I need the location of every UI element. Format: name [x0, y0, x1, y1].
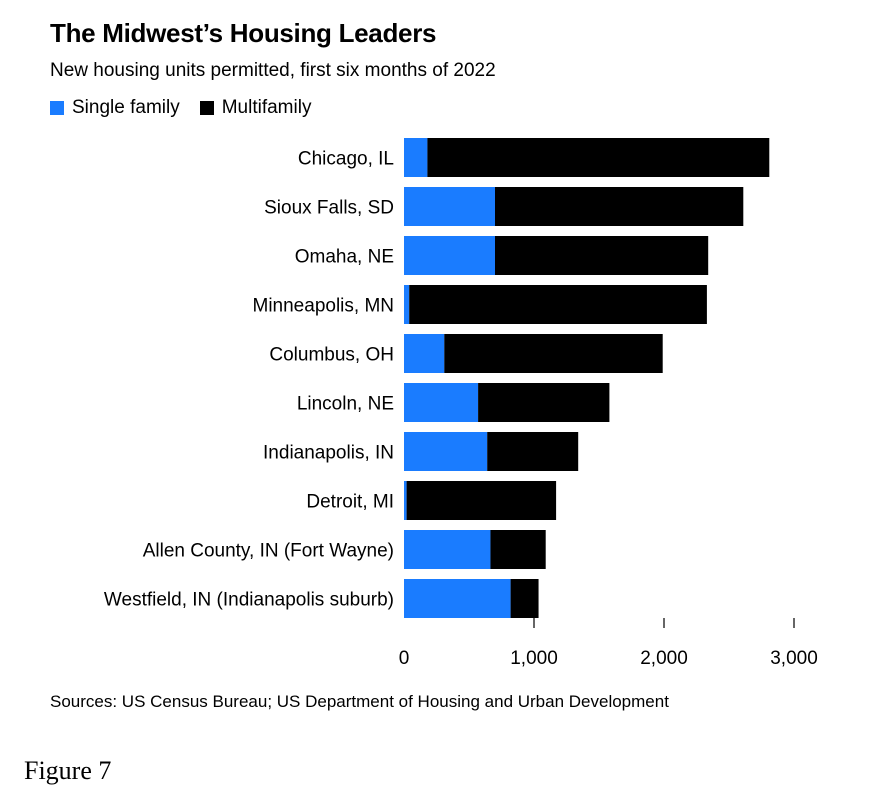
- legend-swatch-multifamily: [199, 101, 214, 115]
- bar-single-family: [404, 334, 445, 373]
- category-label: Lincoln, NE: [297, 394, 394, 415]
- bar-single-family: [404, 579, 511, 618]
- bar-multifamily: [406, 481, 557, 520]
- legend-item-single-family: Single family: [50, 97, 180, 119]
- bar-multifamily: [490, 530, 546, 569]
- x-tick-label: 3,000: [770, 648, 818, 669]
- legend-swatch-single-family: [50, 101, 64, 115]
- category-label: Omaha, NE: [295, 247, 394, 268]
- bar-single-family: [404, 383, 479, 422]
- source-note: Sources: US Census Bureau; US Department…: [50, 692, 669, 711]
- figure-label: Figure 7: [24, 756, 112, 785]
- legend-label-multifamily: Multifamily: [221, 97, 312, 118]
- bar-multifamily: [495, 236, 709, 275]
- category-label: Detroit, MI: [306, 492, 394, 513]
- x-tick-label: 1,000: [510, 648, 558, 669]
- bar-multifamily: [487, 432, 579, 471]
- chart-legend: Single family Multifamily: [50, 97, 331, 119]
- bar-multifamily: [478, 383, 610, 422]
- bar-multifamily: [427, 138, 770, 177]
- category-label: Indianapolis, IN: [263, 443, 394, 464]
- category-label: Columbus, OH: [269, 345, 394, 366]
- bar-chart: Chicago, IL Sioux Falls, SD Omaha, NE Minne…: [104, 138, 818, 669]
- bar-single-family: [404, 481, 407, 520]
- x-tick-label: 0: [399, 648, 410, 669]
- bar-single-family: [404, 187, 495, 226]
- legend-label-single-family: Single family: [72, 97, 180, 118]
- category-label: Minneapolis, MN: [253, 296, 395, 317]
- chart-title: The Midwest’s Housing Leaders: [50, 18, 437, 48]
- legend-item-multifamily: Multifamily: [199, 97, 312, 119]
- bar-single-family: [404, 285, 410, 324]
- bar-single-family: [404, 236, 495, 275]
- bar-single-family: [404, 138, 428, 177]
- category-label: Chicago, IL: [298, 149, 394, 170]
- bar-multifamily: [495, 187, 744, 226]
- category-label: Sioux Falls, SD: [264, 198, 394, 219]
- bar-single-family: [404, 432, 488, 471]
- bar-multifamily: [510, 579, 539, 618]
- category-label: Allen County, IN (Fort Wayne): [143, 541, 394, 562]
- bar-multifamily: [409, 285, 707, 324]
- bar-multifamily: [444, 334, 663, 373]
- x-tick-label: 2,000: [640, 648, 688, 669]
- chart-subtitle: New housing units permitted, first six m…: [50, 60, 496, 81]
- bar-single-family: [404, 530, 491, 569]
- category-label: Westfield, IN (Indianapolis suburb): [104, 590, 394, 611]
